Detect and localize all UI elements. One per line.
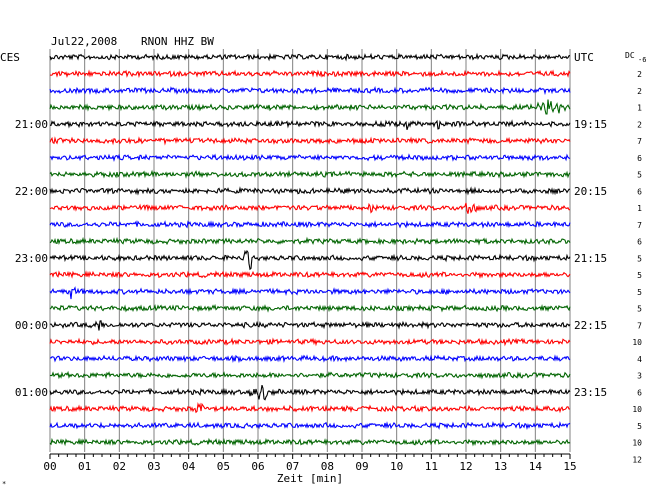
dc-value-row-22: 10 (632, 439, 642, 448)
trace-row-2 (49, 86, 571, 96)
corner-mark: * (2, 480, 6, 488)
right-time-label: 22:15 (574, 319, 607, 332)
dc-value-row-20: 10 (632, 405, 642, 414)
left-time-label: 21:00 (15, 118, 48, 131)
trace-row-7 (49, 169, 571, 179)
x-tick-label-2: 02 (113, 460, 126, 473)
dc-value-row-21: 5 (637, 422, 642, 431)
trace-row-6 (49, 153, 571, 162)
trace-row-16 (49, 320, 571, 331)
date-label: Jul22,2008 (51, 35, 117, 48)
trace-row-11 (49, 236, 571, 246)
trace-row-20 (49, 384, 571, 401)
dc-value-row-11: 5 (637, 254, 642, 263)
dc-value-row-15: 7 (637, 321, 642, 330)
x-tick-label-15: 15 (563, 460, 576, 473)
right-time-label: 19:15 (574, 118, 607, 131)
right-time-label: 21:15 (574, 252, 607, 265)
dc-value-row-23: 12 (632, 455, 642, 464)
dc-value-row-18: 3 (637, 372, 642, 381)
x-tick-label-14: 14 (529, 460, 543, 473)
trace-row-8 (49, 186, 571, 196)
dc-value-row-0: 2 (637, 70, 642, 79)
dc-value-row-5: 6 (637, 154, 642, 163)
left-time-label: 00:00 (15, 319, 48, 332)
x-tick-label-10: 10 (390, 460, 403, 473)
minute-gridlines (49, 49, 571, 452)
dc-value-row-8: 1 (637, 204, 642, 213)
x-tick-label-0: 00 (43, 460, 56, 473)
trace-row-17 (49, 337, 571, 347)
x-tick-label-4: 04 (182, 460, 196, 473)
trace-row-13 (49, 270, 571, 279)
right-time-label: UTC (574, 51, 594, 64)
trace-row-15 (49, 303, 571, 313)
x-tick-label-13: 13 (494, 460, 507, 473)
dc-value-row-7: 6 (637, 187, 642, 196)
x-tick-label-9: 09 (355, 460, 368, 473)
x-tick-label-3: 03 (147, 460, 160, 473)
trace-row-10 (49, 220, 571, 229)
dc-value-row-12: 5 (637, 271, 642, 280)
station-label: RNON HHZ BW (141, 35, 214, 48)
trace-row-1 (49, 69, 571, 79)
dc-value-row-6: 5 (637, 171, 642, 180)
x-axis-title: Zeit [min] (277, 472, 343, 485)
trace-row-0 (49, 52, 571, 62)
trace-row-5 (49, 136, 571, 146)
dc-value-row-1: 2 (637, 87, 642, 96)
right-time-label: 23:15 (574, 386, 607, 399)
trace-row-22 (49, 421, 571, 430)
left-time-label: 01:00 (15, 386, 48, 399)
dc-value-row-3: 2 (637, 120, 642, 129)
x-tick-label-8: 08 (321, 460, 334, 473)
x-tick-label-12: 12 (459, 460, 472, 473)
x-tick-label-6: 06 (251, 460, 264, 473)
dc-value-row-17: 4 (637, 355, 642, 364)
dc-value-row-9: 7 (637, 221, 642, 230)
trace-row-12 (49, 249, 571, 271)
dc-value-row-16: 10 (632, 338, 642, 347)
trace-row-21 (49, 401, 571, 414)
trace-row-14 (49, 286, 571, 300)
trace-row-9 (49, 202, 570, 214)
left-time-label: 22:00 (15, 185, 48, 198)
time-labels: 21:00 22:00 23:00 00:00 01:00 UTC 19:15 20:15 21… (15, 51, 607, 399)
dc-value-row-13: 5 (637, 288, 642, 297)
dc-value-row-10: 6 (637, 238, 642, 247)
x-tick-label-5: 05 (217, 460, 230, 473)
trace-row-4 (49, 119, 571, 130)
x-tick-label-1: 01 (78, 460, 91, 473)
dc-value-row-19: 6 (637, 388, 642, 397)
right-time-label: 20:15 (574, 185, 607, 198)
dc-label: DC (625, 51, 635, 60)
trace-row-23 (49, 437, 571, 447)
dc-value-row-2: 1 (637, 104, 642, 113)
trace-row-18 (49, 354, 571, 364)
dc-offset-label: -6 (638, 56, 646, 64)
dc-value-row-14: 5 (637, 305, 642, 314)
left-zone-label: CES (0, 51, 20, 64)
trace-row-19 (49, 370, 571, 380)
dc-value-row-4: 7 (637, 137, 642, 146)
x-tick-label-7: 07 (286, 460, 299, 473)
time-axis: 00 01 02 03 04 05 06 07 08 09 10 11 12 13 14 15 (43, 453, 577, 473)
trace-row-3 (49, 99, 571, 115)
left-time-label: 23:00 (15, 252, 48, 265)
x-tick-label-11: 11 (425, 460, 438, 473)
